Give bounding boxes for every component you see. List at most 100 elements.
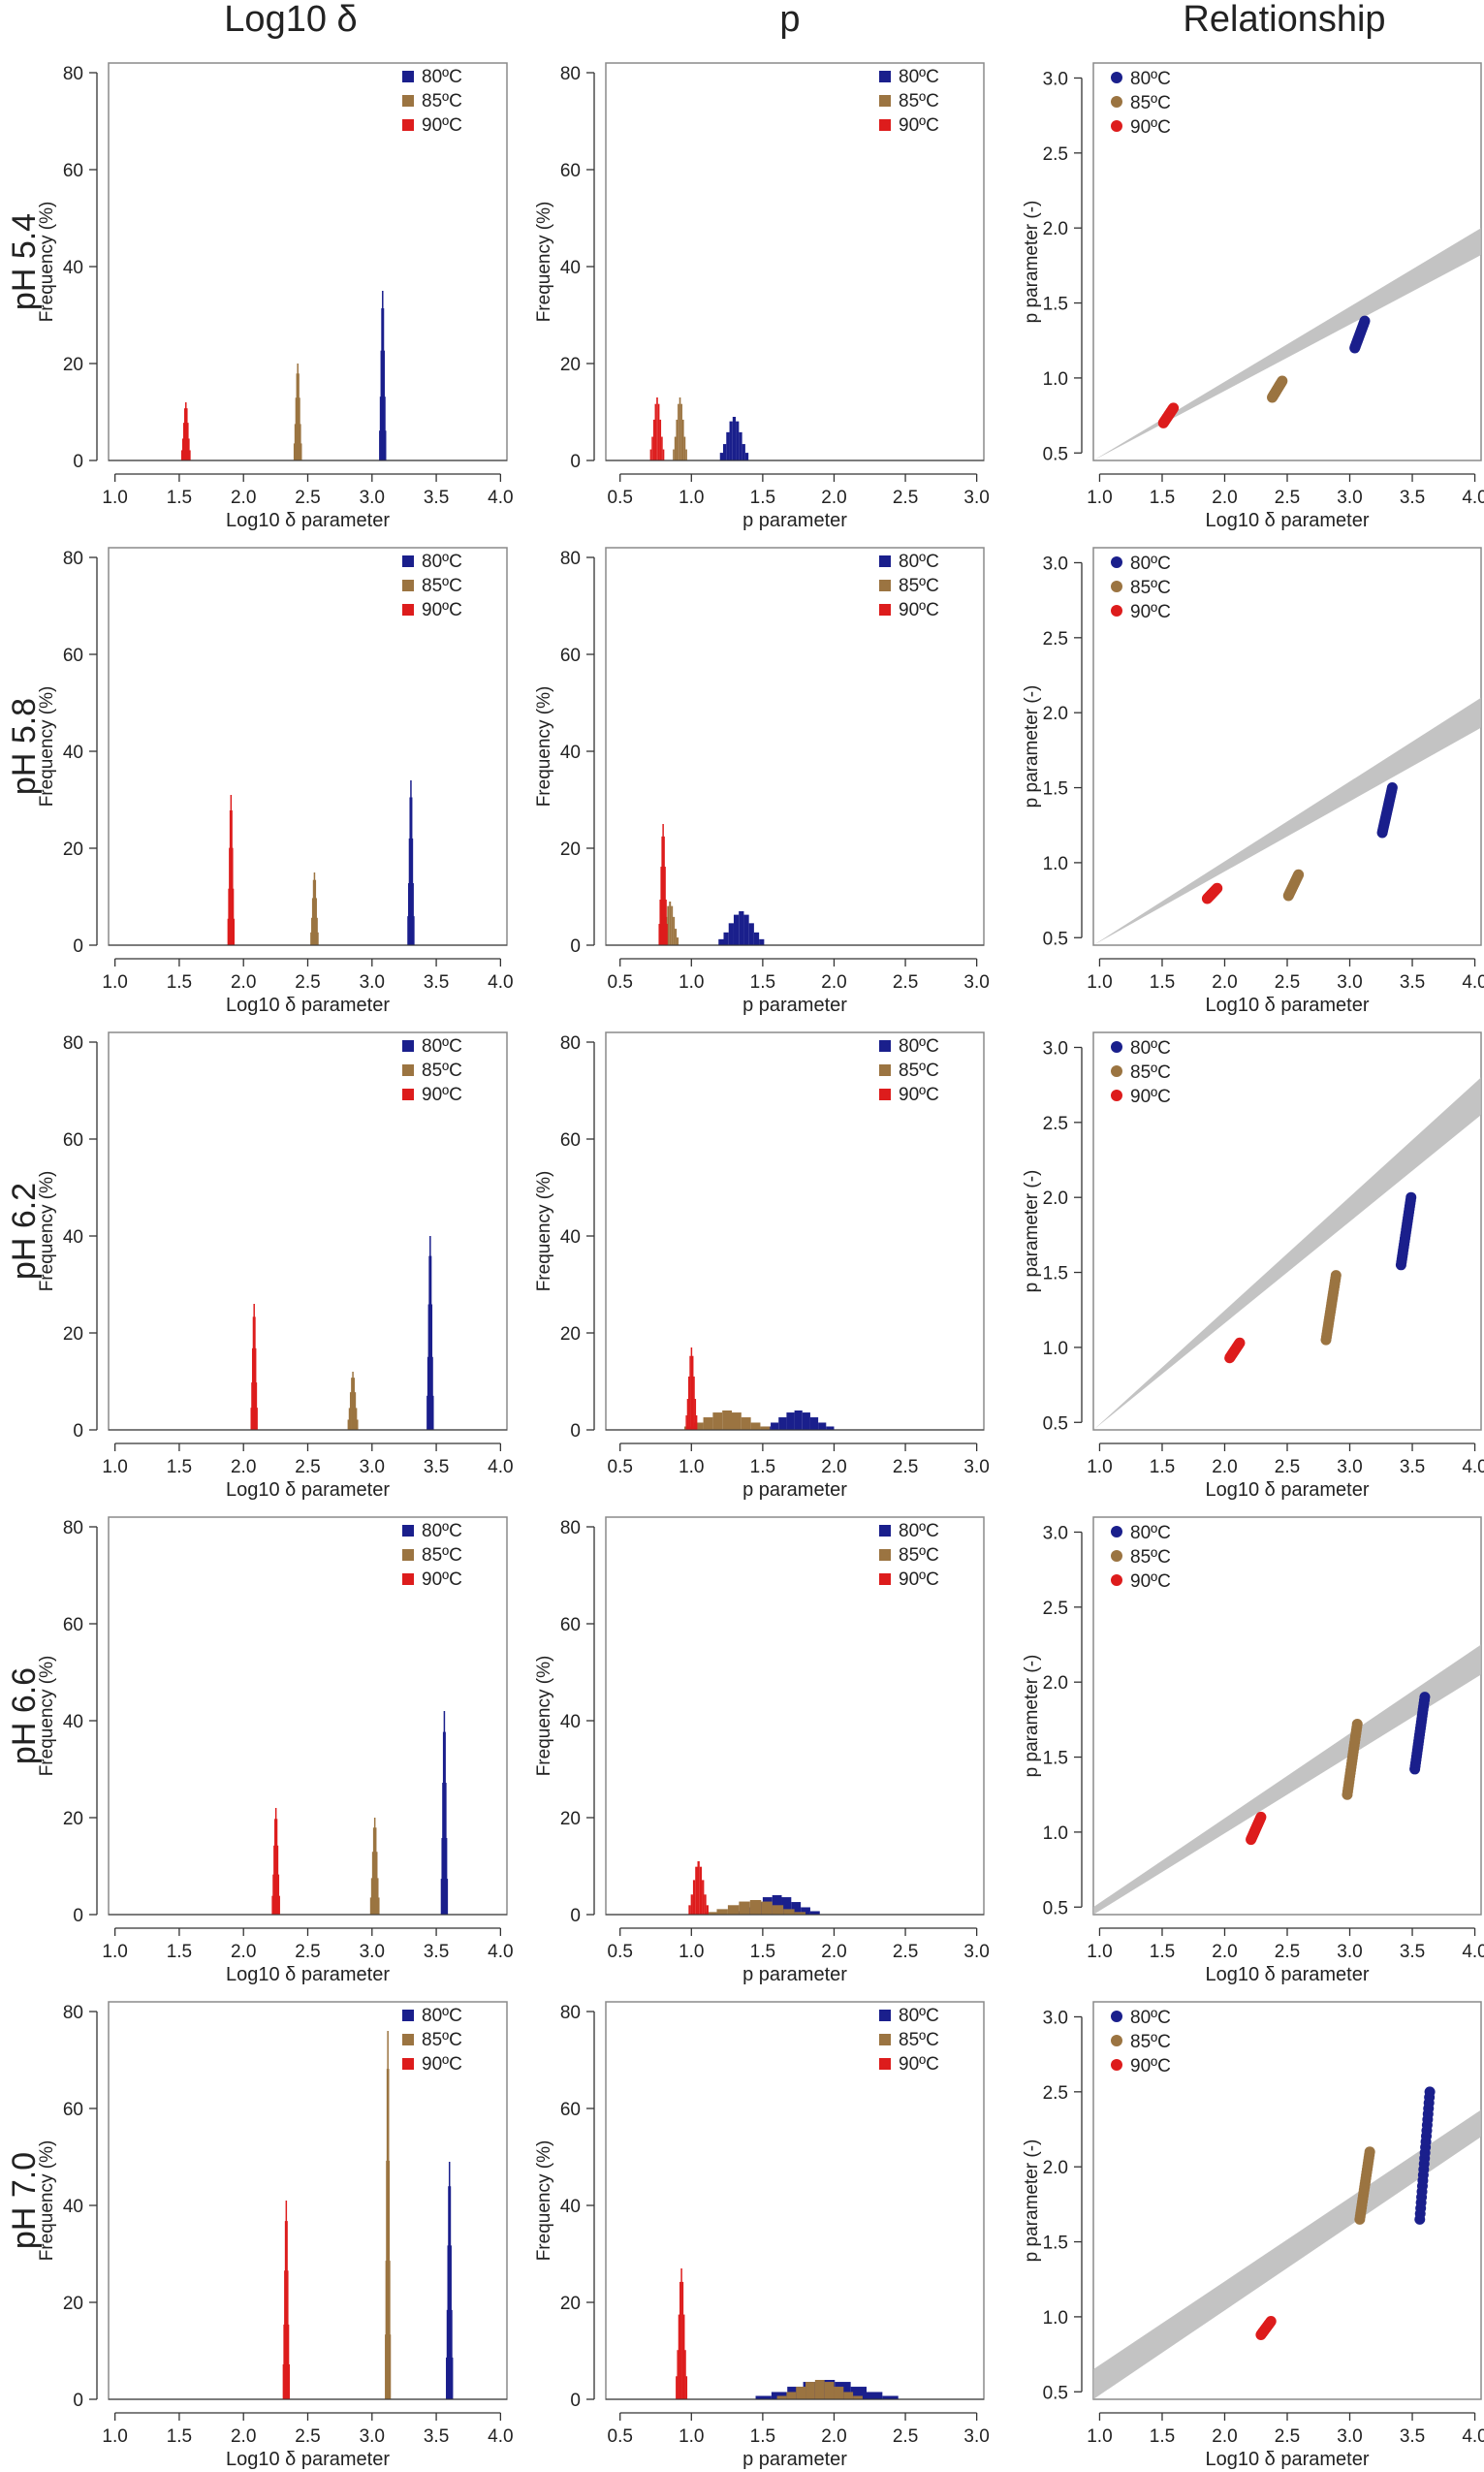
hist-bar-80 (866, 2392, 883, 2399)
hist_p-panel-row3: 0 20 40 60 80 0.5 1.0 1.5 2.0 2.5 3.0 p parameter Fr… (534, 1516, 990, 1985)
y-tick-label: 0 (570, 452, 581, 472)
x-tick-label: 4.0 (1462, 1942, 1484, 1962)
rel-panel-row0: 0.5 1.0 1.5 2.0 2.5 3.0 1.0 1.5 2.0 2.5 3.0 3.5 4.0 L… (1022, 62, 1484, 531)
y-axis-title: Frequency (%) (37, 1171, 57, 1292)
y-tick-label: 2.0 (1043, 219, 1068, 239)
y-tick-label: 2.5 (1043, 144, 1068, 165)
x-tick-label: 1.5 (167, 2426, 192, 2447)
x-tick-label: 0.5 (608, 2426, 633, 2447)
x-tick-label: 1.5 (750, 488, 775, 508)
hist-bar-85 (805, 2382, 815, 2399)
legend-label-80: 80ºC (899, 552, 939, 572)
legend-label-80: 80ºC (899, 2006, 939, 2026)
hist-bar-90 (666, 924, 668, 945)
hist-bar-85 (375, 1852, 378, 1915)
hist-bar-90 (661, 436, 663, 460)
x-tick-label: 3.0 (360, 1942, 385, 1962)
hist_p-panel-row1: 0 20 40 60 80 0.5 1.0 1.5 2.0 2.5 3.0 p parameter Fr… (534, 547, 990, 1016)
hist_delta-panel-row4: 0 20 40 60 80 1.0 1.5 2.0 2.5 3.0 3.5 4.0 Log10 δ pa… (37, 2001, 514, 2470)
x-tick-label: 2.5 (295, 2426, 320, 2447)
hist_delta-panel-row2: 0 20 40 60 80 1.0 1.5 2.0 2.5 3.0 3.5 4.0 Log10 δ pa… (37, 1031, 514, 1501)
hist-bar-90 (256, 1408, 258, 1430)
hist-bar-90 (272, 1874, 274, 1915)
x-tick-label: 2.0 (1212, 1942, 1237, 1962)
x-tick-label: 2.5 (893, 1457, 918, 1477)
x-tick-label: 2.5 (893, 488, 918, 508)
y-tick-label: 80 (560, 64, 581, 84)
y-tick-label: 1.0 (1043, 2308, 1068, 2329)
x-tick-label: 2.5 (1275, 1942, 1300, 1962)
legend-marker-85 (879, 580, 891, 591)
hist-bar-80 (451, 2309, 453, 2399)
column-title-delta: Log10 δ (224, 0, 357, 40)
hist-bar-85 (317, 932, 319, 945)
hist-bar-85 (677, 937, 679, 945)
legend-marker-85 (402, 2034, 414, 2045)
hist-bar-85 (693, 1422, 704, 1430)
row-label-pH66: pH 6.6 (6, 1667, 43, 1764)
hist-bar-90 (184, 408, 186, 460)
x-tick-label: 2.0 (1212, 488, 1237, 508)
hist-bar-80 (755, 2395, 772, 2399)
x-tick-label: 4.0 (488, 488, 513, 508)
hist-bar-80 (728, 923, 734, 945)
hist-bar-80 (781, 1897, 792, 1915)
hist-bar-85 (296, 373, 299, 460)
hist_p-panel-row2: 0 20 40 60 80 0.5 1.0 1.5 2.0 2.5 3.0 p parameter Fr… (534, 1031, 990, 1501)
hist-bar-85 (311, 917, 313, 945)
hist-bar-85 (680, 403, 682, 460)
y-tick-label: 60 (560, 2100, 581, 2120)
hist-bar-85 (311, 898, 314, 945)
x-tick-label: 0.5 (608, 1942, 633, 1962)
legend-label-80: 80ºC (1130, 554, 1171, 574)
legend-label-90: 90ºC (899, 1569, 939, 1590)
x-tick-label: 3.5 (1400, 488, 1425, 508)
legend-label-85: 85ºC (899, 1061, 939, 1081)
hist-bar-85 (389, 2334, 392, 2399)
hist-bar-85 (732, 1412, 742, 1430)
hist-bar-85 (772, 1905, 784, 1915)
x-tick-label: 1.5 (1150, 2426, 1175, 2447)
legend-marker-80 (1111, 1041, 1122, 1053)
legend-marker-90 (402, 604, 414, 616)
x-tick-label: 2.0 (821, 488, 846, 508)
scatter-point-80 (1424, 2086, 1436, 2098)
hist-bar-85 (377, 1878, 379, 1915)
x-tick-label: 1.5 (750, 2426, 775, 2447)
legend-label-90: 90ºC (1130, 2056, 1171, 2076)
hist-bar-90 (659, 419, 662, 460)
rel-panel-row4: 0.5 1.0 1.5 2.0 2.5 3.0 1.0 1.5 2.0 2.5 3.0 3.5 4.0 L… (1022, 2001, 1484, 2470)
scatter-point-90 (1255, 1811, 1267, 1822)
x-tick-label: 1.0 (679, 2426, 704, 2447)
x-tick-label: 3.5 (424, 1457, 449, 1477)
hist-bar-85 (667, 905, 670, 945)
row-label-pH70: pH 7.0 (6, 2152, 43, 2249)
hist-bar-90 (688, 1905, 691, 1915)
hist-bar-90 (187, 423, 189, 460)
hist-bar-85 (310, 932, 312, 945)
y-tick-label: 3.0 (1043, 554, 1068, 574)
x-tick-label: 0.5 (608, 1457, 633, 1477)
x-tick-label: 3.0 (963, 1457, 989, 1477)
panels: pH 5.4 0 20 40 60 80 1.0 1.5 2.0 2.5 3.0 3.5 4.0 Log1… (6, 62, 1484, 2470)
y-tick-label: 0.5 (1043, 2383, 1068, 2403)
legend-label-80: 80ºC (899, 67, 939, 87)
legend-label-90: 90ºC (899, 2054, 939, 2075)
y-tick-label: 20 (63, 2294, 83, 2314)
plot-frame (1092, 1516, 1482, 1916)
hist-bar-90 (255, 1382, 258, 1430)
hist-bar-85 (814, 2380, 825, 2399)
x-tick-label: 3.0 (360, 1457, 385, 1477)
hist-bar-90 (676, 2376, 678, 2399)
legend-marker-90 (402, 1089, 414, 1100)
hist_delta-panel-row1: 0 20 40 60 80 1.0 1.5 2.0 2.5 3.0 3.5 4.0 Log10 δ pa… (37, 547, 514, 1016)
y-tick-label: 0 (73, 1906, 83, 1926)
y-tick-label: 40 (560, 258, 581, 278)
hist-bar-85 (741, 1417, 751, 1430)
hist-bar-85 (716, 1909, 728, 1915)
x-tick-label: 2.0 (1212, 972, 1237, 993)
legend-label-85: 85ºC (1130, 1547, 1171, 1568)
y-tick-label: 0 (570, 936, 581, 957)
y-tick-label: 2.0 (1043, 1188, 1068, 1209)
y-tick-label: 20 (63, 1324, 83, 1345)
